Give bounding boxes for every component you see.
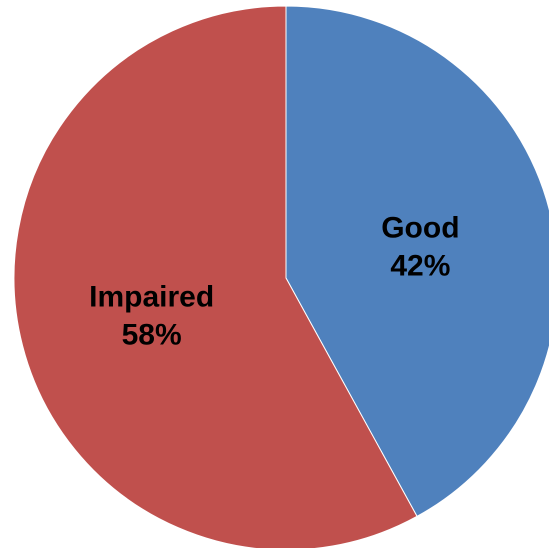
slice-label-impaired: Impaired xyxy=(89,280,214,313)
pie-slice-impaired xyxy=(13,5,418,548)
pie-slices xyxy=(13,5,549,548)
pie-labels: Good 42% Impaired 58% xyxy=(89,212,459,352)
slice-value-label-good: 42% xyxy=(390,250,450,283)
slice-value-label-impaired: 58% xyxy=(122,318,182,351)
slice-label-good: Good xyxy=(381,212,459,245)
pie-slice-good xyxy=(285,5,549,518)
